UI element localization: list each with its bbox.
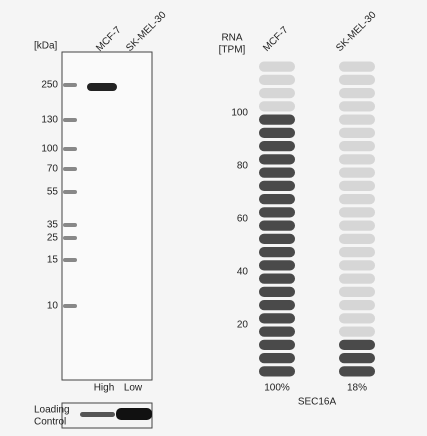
- rna-pill: [339, 273, 375, 284]
- y-axis-label: RNA: [221, 33, 242, 44]
- marker-label: 250: [41, 80, 58, 91]
- ladder-band: [63, 258, 77, 262]
- lane-level: High: [94, 383, 115, 394]
- loading-label: Loading: [34, 405, 70, 416]
- marker-label: 35: [47, 220, 59, 231]
- rna-pill: [339, 61, 375, 72]
- y-tick-label: 100: [231, 108, 248, 119]
- rna-pill: [259, 207, 295, 218]
- ladder-band: [63, 190, 77, 194]
- rna-pill: [259, 260, 295, 271]
- rna-pill: [339, 88, 375, 99]
- loading-band: [80, 412, 115, 417]
- y-tick-label: 80: [237, 161, 249, 172]
- rna-pill: [259, 220, 295, 231]
- rna-pill: [339, 127, 375, 138]
- rna-pill: [339, 300, 375, 311]
- rna-pill: [339, 141, 375, 152]
- loading-band: [116, 408, 152, 420]
- rna-pill: [259, 286, 295, 297]
- ladder-band: [63, 118, 77, 122]
- ladder-band: [63, 147, 77, 151]
- rna-pill: [339, 313, 375, 324]
- rna-pill: [339, 326, 375, 337]
- rna-pill: [339, 339, 375, 350]
- unit-label: [kDa]: [34, 41, 58, 52]
- y-axis-label: [TPM]: [219, 45, 246, 56]
- rna-pill: [339, 233, 375, 244]
- rna-pill: [339, 220, 375, 231]
- y-tick-label: 60: [237, 214, 249, 225]
- ladder-band: [63, 236, 77, 240]
- rna-pill: [259, 74, 295, 85]
- loading-label: Control: [34, 417, 66, 428]
- rna-pill: [339, 167, 375, 178]
- lane-level: Low: [124, 383, 143, 394]
- marker-label: 100: [41, 144, 58, 155]
- rna-pill: [259, 114, 295, 125]
- rna-pill: [259, 353, 295, 364]
- rna-pill: [259, 194, 295, 205]
- value-label: 100%: [264, 383, 290, 394]
- rna-pill: [259, 233, 295, 244]
- rna-pill: [339, 101, 375, 112]
- rna-pill: [259, 300, 295, 311]
- ladder-band: [63, 304, 77, 308]
- marker-label: 130: [41, 115, 58, 126]
- ladder-band: [63, 167, 77, 171]
- gene-label: SEC16A: [298, 397, 337, 408]
- marker-label: 70: [47, 164, 59, 175]
- marker-label: 25: [47, 233, 59, 244]
- rna-pill: [339, 74, 375, 85]
- rna-pill: [259, 247, 295, 258]
- rna-pill: [259, 141, 295, 152]
- rna-pill: [259, 273, 295, 284]
- y-tick-label: 40: [237, 267, 249, 278]
- rna-pill: [259, 127, 295, 138]
- marker-label: 15: [47, 255, 59, 266]
- marker-label: 55: [47, 187, 59, 198]
- rna-pill: [339, 247, 375, 258]
- rna-pill: [259, 366, 295, 377]
- rna-pill: [339, 194, 375, 205]
- rna-pill: [339, 207, 375, 218]
- rna-pill: [339, 180, 375, 191]
- rna-pill: [339, 260, 375, 271]
- rna-pill: [259, 61, 295, 72]
- rna-pill: [339, 366, 375, 377]
- rna-pill: [339, 114, 375, 125]
- y-tick-label: 20: [237, 320, 249, 331]
- value-label: 18%: [347, 383, 367, 394]
- ladder-band: [63, 83, 77, 87]
- blot-panel: [61, 51, 153, 381]
- rna-pill: [259, 154, 295, 165]
- rna-pill: [259, 313, 295, 324]
- rna-pill: [339, 286, 375, 297]
- rna-pill: [259, 88, 295, 99]
- rna-pill: [259, 101, 295, 112]
- ladder-band: [63, 223, 77, 227]
- rna-pill: [339, 353, 375, 364]
- rna-pill: [259, 339, 295, 350]
- blot-band: [87, 83, 117, 91]
- rna-pill: [259, 326, 295, 337]
- rna-pill: [339, 154, 375, 165]
- rna-pill: [259, 167, 295, 178]
- rna-pill: [259, 180, 295, 191]
- marker-label: 10: [47, 301, 59, 312]
